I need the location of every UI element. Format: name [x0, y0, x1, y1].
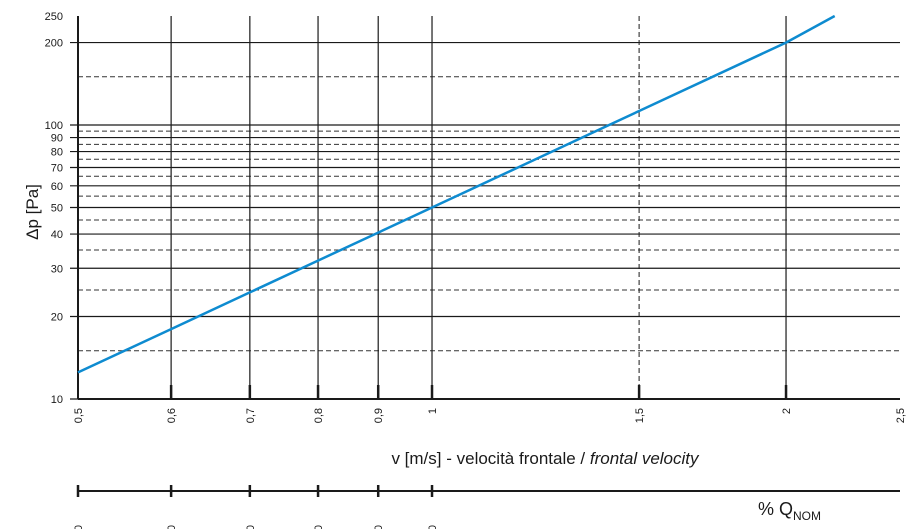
- x-tick-label: 1,5: [634, 408, 646, 423]
- q-tick-label: 50: [73, 525, 85, 529]
- x-tick-label: 0,9: [373, 408, 385, 423]
- x-axis-title-main: v [m/s] - velocità frontale /: [391, 449, 589, 468]
- x-tick-label: 0,7: [245, 408, 257, 423]
- grid-lines: [70, 16, 900, 400]
- x-tick-label: 2,5: [895, 408, 907, 423]
- y-tick-label: 10: [51, 394, 63, 406]
- q-axis-label-main: % Q: [758, 499, 793, 519]
- pressure-drop-line: [77, 14, 836, 374]
- q-axis-label-sub: NOM: [793, 509, 821, 523]
- x-tick-label: 2: [781, 408, 793, 414]
- y-tick-label: 60: [51, 181, 63, 193]
- x-tick-label: 0,5: [73, 408, 85, 423]
- q-tick-label: 100: [427, 525, 439, 529]
- y-tick-label: 50: [51, 203, 63, 215]
- y-tick-label: 30: [51, 263, 63, 275]
- y-tick-label: 70: [51, 162, 63, 174]
- y-tick-label: 80: [51, 147, 63, 159]
- x-tick-labels: 0,5 0,6 0,7 0,8 0,9 1 1,5 2 2,5: [73, 408, 907, 423]
- q-tick-label: 80: [313, 525, 325, 529]
- y-tick-label: 100: [45, 120, 63, 132]
- y-axis-title: Δp [Pa]: [23, 184, 42, 240]
- y-tick-label: 250: [45, 11, 63, 23]
- x-axis-title: v [m/s] - velocità frontale / frontal ve…: [391, 449, 700, 468]
- x-tick-label: 1: [427, 408, 439, 414]
- y-tick-label: 90: [51, 133, 63, 145]
- y-tick-label: 200: [45, 38, 63, 50]
- y-tick-label: 20: [51, 312, 63, 324]
- q-axis-label: % QNOM: [758, 499, 821, 523]
- x-tick-label: 0,6: [166, 408, 178, 423]
- y-tick-label: 40: [51, 229, 63, 241]
- x-axis-title-italic: frontal velocity: [590, 449, 700, 468]
- series-layer: [77, 14, 836, 374]
- q-tick-label: 60: [166, 525, 178, 529]
- q-tick-label: 70: [245, 525, 257, 529]
- x-tick-label: 0,8: [313, 408, 325, 423]
- q-tick-label: 90: [373, 525, 385, 529]
